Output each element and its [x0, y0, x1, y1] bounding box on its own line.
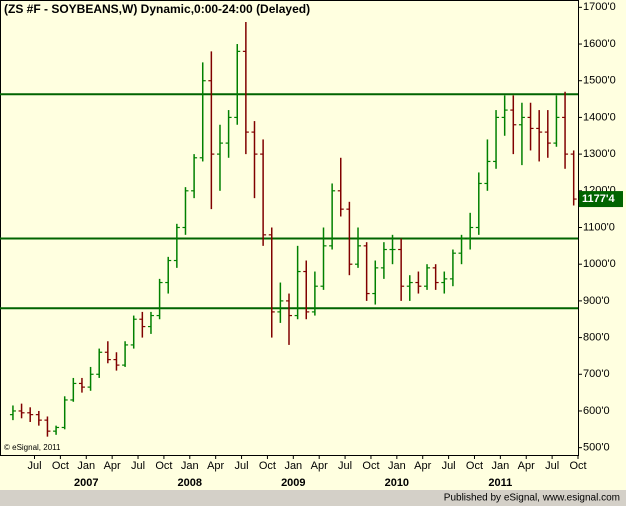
x-tick-label: Oct [52, 460, 69, 472]
year-label: 2009 [281, 477, 305, 489]
x-tick-label: Jul [131, 460, 145, 472]
x-tick-label: Jan [77, 460, 95, 472]
x-tick-label: Jul [235, 460, 249, 472]
x-tick-label: Apr [311, 460, 328, 472]
y-tick-label: 1100'0 [583, 221, 615, 233]
x-tick-label: Oct [569, 460, 586, 472]
x-tick-label: Jan [181, 460, 199, 472]
y-tick-label: 500'0 [583, 442, 610, 454]
x-tick-label: Jan [388, 460, 406, 472]
y-tick-label: 1400'0 [583, 111, 616, 123]
x-tick-label: Apr [207, 460, 224, 472]
y-tick-label: 1000'0 [583, 258, 616, 270]
x-tick-label: Oct [259, 460, 276, 472]
year-label: 2010 [385, 477, 409, 489]
y-tick-label: 700'0 [583, 368, 610, 380]
x-tick-label: Oct [466, 460, 483, 472]
copyright: © eSignal, 2011 [4, 443, 61, 452]
year-label: 2008 [178, 477, 202, 489]
x-tick-label: Apr [414, 460, 431, 472]
x-tick-label: Apr [104, 460, 121, 472]
x-tick-label: Jul [545, 460, 559, 472]
x-tick-label: Jan [491, 460, 509, 472]
y-tick-label: 900'0 [583, 295, 610, 307]
y-tick-label: 1700'0 [583, 1, 616, 13]
y-tick-label: 1300'0 [583, 148, 616, 160]
y-tick-label: 800'0 [583, 331, 610, 343]
x-tick-label: Oct [155, 460, 172, 472]
footer-bar [0, 490, 626, 506]
x-tick-label: Jan [284, 460, 302, 472]
plot-area [0, 0, 579, 456]
x-tick-label: Jul [27, 460, 41, 472]
year-label: 2007 [74, 477, 98, 489]
y-tick-label: 1500'0 [583, 75, 616, 87]
y-tick-label: 600'0 [583, 405, 610, 417]
last-price-box [579, 191, 623, 208]
x-tick-label: Apr [518, 460, 535, 472]
y-tick-label: 1600'0 [583, 38, 616, 50]
year-label: 2011 [488, 477, 512, 489]
x-tick-label: Oct [362, 460, 379, 472]
x-tick-label: Jul [442, 460, 456, 472]
last-price-label: 1177'4 [582, 193, 615, 205]
x-tick-label: Jul [338, 460, 352, 472]
chart-title: (ZS #F - SOYBEANS,W) Dynamic,0:00-24:00 … [4, 2, 310, 16]
footer: Published by eSignal, www.esignal.com [444, 493, 620, 504]
